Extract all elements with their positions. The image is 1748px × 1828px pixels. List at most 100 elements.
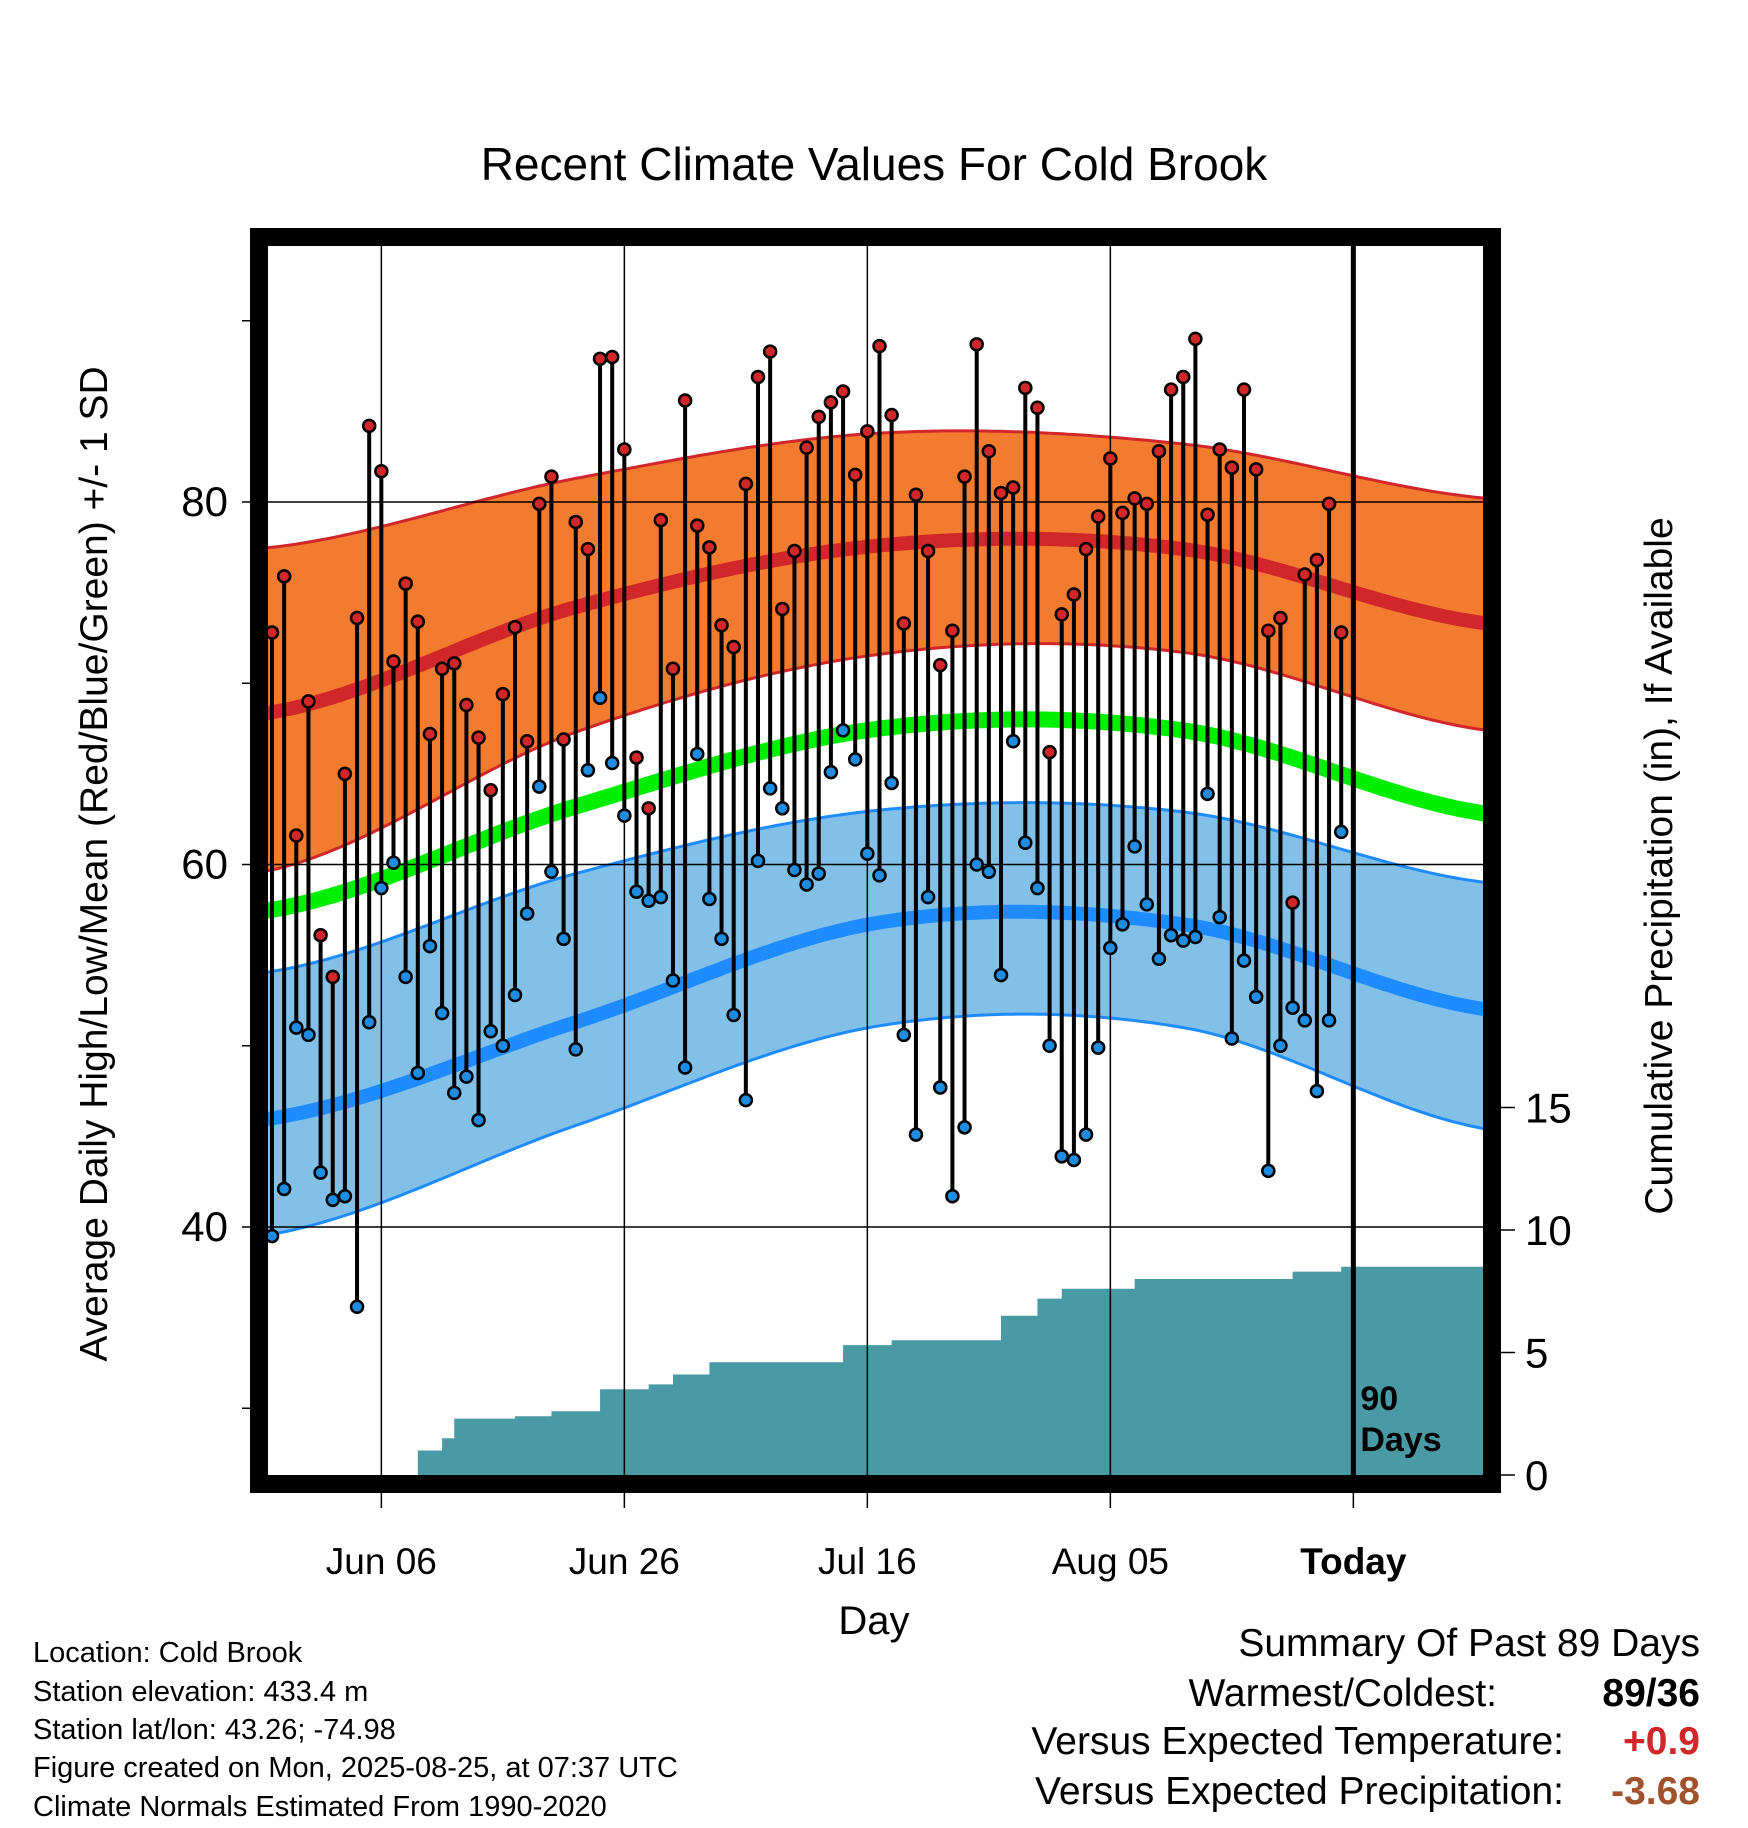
y-tick-label: 60 bbox=[181, 841, 228, 888]
daily-low-point bbox=[289, 1020, 304, 1035]
daily-low-point bbox=[495, 1038, 511, 1053]
daily-low-point bbox=[361, 1014, 377, 1030]
x-tick-label: Aug 05 bbox=[1052, 1541, 1169, 1582]
daily-low-point bbox=[629, 884, 644, 899]
daily-high-point bbox=[483, 782, 498, 798]
daily-low-point bbox=[702, 891, 717, 907]
daily-high-point bbox=[447, 656, 462, 671]
daily-high-point bbox=[1285, 895, 1300, 910]
daily-low-point bbox=[1030, 880, 1045, 896]
daily-high-point bbox=[568, 514, 583, 530]
daily-high-point bbox=[1297, 567, 1312, 582]
daily-high-point bbox=[641, 801, 656, 816]
daily-high-point bbox=[690, 518, 705, 533]
daily-low-point bbox=[1224, 1031, 1240, 1046]
daily-low-point bbox=[1163, 927, 1179, 943]
daily-high-point bbox=[653, 512, 669, 528]
daily-low-point bbox=[422, 938, 438, 954]
daily-low-point bbox=[617, 808, 632, 823]
daily-high-point bbox=[908, 487, 924, 502]
daily-low-point bbox=[1139, 897, 1155, 912]
daily-low-point bbox=[641, 893, 656, 908]
daily-high-point bbox=[1078, 541, 1094, 557]
summary-heading: Summary Of Past 89 Days bbox=[1238, 1622, 1700, 1665]
normal-high-line bbox=[268, 531, 1483, 720]
daily-high-point bbox=[1139, 496, 1155, 512]
daily-high-point bbox=[847, 467, 863, 483]
daily-high-point bbox=[775, 601, 790, 617]
daily-low-point bbox=[313, 1165, 328, 1180]
daily-low-point bbox=[556, 931, 571, 947]
daily-high-point bbox=[738, 476, 754, 492]
daily-high-point bbox=[471, 730, 486, 745]
daily-high-point bbox=[289, 828, 304, 843]
daily-high-point bbox=[1309, 552, 1325, 568]
daily-high-point bbox=[604, 349, 620, 365]
daily-low-point bbox=[775, 801, 790, 816]
precipitation-area bbox=[393, 1266, 1483, 1475]
daily-low-point bbox=[714, 931, 729, 947]
daily-high-point bbox=[1090, 509, 1106, 524]
summary-temp-label: Versus Expected Temperature: bbox=[1031, 1720, 1564, 1763]
daily-low-point bbox=[993, 967, 1009, 983]
summary-warmest-value: 89/36 bbox=[1602, 1672, 1700, 1715]
daily-low-point bbox=[1212, 909, 1227, 925]
daily-high-point bbox=[556, 732, 571, 747]
daily-low-point bbox=[398, 969, 413, 985]
daily-low-point bbox=[268, 1228, 280, 1244]
daily-low-point bbox=[750, 853, 766, 869]
summary-precip-value: -3.68 bbox=[1611, 1770, 1700, 1813]
y-tick-label: 40 bbox=[181, 1203, 228, 1250]
daily-high-point bbox=[374, 463, 389, 479]
daily-high-point bbox=[665, 661, 681, 676]
daily-low-point bbox=[447, 1085, 462, 1101]
daily-high-point bbox=[349, 610, 365, 626]
daily-high-point bbox=[969, 337, 984, 352]
daily-high-point bbox=[1333, 625, 1349, 640]
daily-high-point bbox=[1103, 451, 1118, 466]
daily-low-point bbox=[1200, 786, 1215, 802]
daily-low-point bbox=[787, 862, 802, 878]
daily-high-point bbox=[495, 686, 511, 702]
daily-low-point bbox=[1054, 1149, 1069, 1164]
y2-tick-label: 15 bbox=[1525, 1085, 1572, 1132]
daily-high-point bbox=[1066, 587, 1082, 602]
daily-high-point bbox=[1042, 744, 1057, 760]
daily-high-point bbox=[1224, 460, 1240, 475]
daily-low-point bbox=[386, 855, 401, 870]
daily-high-point bbox=[933, 657, 948, 673]
daily-low-point bbox=[1103, 940, 1118, 956]
daily-low-point bbox=[1333, 824, 1349, 840]
normal-mean-line bbox=[268, 711, 1483, 919]
daily-high-point bbox=[1030, 400, 1045, 415]
daily-low-point bbox=[580, 763, 596, 778]
daily-high-point bbox=[422, 726, 438, 742]
info-location: Location: Cold Brook bbox=[33, 1637, 303, 1669]
daily-low-point bbox=[969, 857, 984, 872]
daily-low-point bbox=[1018, 835, 1033, 850]
x-axis-title: Day bbox=[838, 1599, 909, 1643]
daily-low-point bbox=[471, 1112, 486, 1128]
plot-inner bbox=[268, 246, 1483, 1475]
daily-high-point bbox=[896, 616, 912, 631]
daily-high-point bbox=[1248, 462, 1264, 477]
daily-high-point bbox=[434, 661, 450, 676]
daily-high-point bbox=[677, 393, 693, 408]
daily-high-point bbox=[1321, 496, 1337, 512]
normal-high-band-lower-edge bbox=[268, 642, 1483, 873]
daily-low-point bbox=[1236, 953, 1252, 968]
daily-low-point bbox=[532, 779, 547, 794]
daily-low-point bbox=[483, 1024, 498, 1039]
daily-high-point bbox=[1261, 623, 1276, 638]
daily-high-point bbox=[1176, 369, 1191, 385]
y-tick-label: 80 bbox=[181, 478, 228, 525]
daily-low-point bbox=[1090, 1040, 1106, 1055]
y2-tick-label: 0 bbox=[1525, 1452, 1548, 1499]
daily-low-point bbox=[301, 1027, 316, 1043]
daily-high-point bbox=[884, 407, 899, 423]
daily-low-point bbox=[410, 1065, 426, 1081]
daily-low-point bbox=[1261, 1163, 1276, 1179]
daily-high-point bbox=[726, 639, 741, 655]
daily-high-point bbox=[617, 442, 632, 457]
